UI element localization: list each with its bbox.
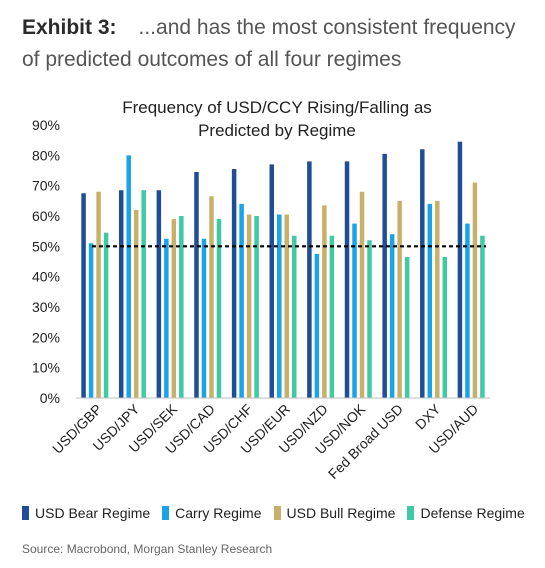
bar — [367, 240, 372, 398]
legend-swatch — [162, 506, 170, 520]
bar-chart: Frequency of USD/CCY Rising/Falling as P… — [32, 98, 490, 482]
bar — [209, 196, 214, 398]
bar — [307, 161, 312, 398]
y-tick-label: 60% — [32, 208, 60, 224]
bar — [359, 191, 365, 398]
legend-swatch — [407, 506, 415, 520]
legend-item: USD Bear Regime — [22, 505, 150, 521]
bar — [382, 153, 387, 398]
y-tick-label: 20% — [32, 329, 60, 345]
bar — [88, 243, 94, 398]
legend-label: Defense Regime — [420, 505, 525, 521]
legend-label: Carry Regime — [175, 505, 262, 521]
y-tick-label: 70% — [32, 178, 60, 194]
bar — [81, 193, 86, 398]
bar — [404, 256, 410, 398]
bar — [246, 214, 252, 398]
bar — [254, 216, 259, 398]
chart-legend: USD Bear Regime Carry Regime USD Bull Regi… — [22, 505, 537, 521]
bar — [435, 200, 440, 398]
bar — [171, 219, 177, 398]
y-tick-label: 40% — [32, 269, 60, 285]
bar — [194, 172, 199, 398]
y-tick-label: 30% — [32, 299, 60, 315]
bar — [96, 191, 101, 398]
legend-label: USD Bull Regime — [286, 505, 396, 521]
y-tick-label: 10% — [32, 360, 60, 376]
legend-item: Carry Regime — [162, 505, 262, 521]
x-tick-label: DXY — [412, 400, 444, 432]
bar — [141, 190, 146, 398]
legend-label: USD Bear Regime — [35, 505, 151, 521]
bar-groups — [81, 141, 485, 398]
bar — [472, 182, 478, 398]
bar — [344, 161, 350, 398]
y-tick-label: 0% — [40, 390, 60, 406]
legend-item: Defense Regime — [407, 505, 525, 521]
x-axis: USD/GBPUSD/JPYUSD/SEKUSD/CADUSD/CHFUSD/E… — [49, 397, 490, 482]
bar — [103, 232, 109, 398]
bar — [389, 234, 395, 398]
bar — [164, 238, 169, 398]
bar — [292, 235, 297, 398]
y-tick-label: 80% — [32, 147, 60, 163]
bar — [239, 203, 244, 398]
exhibit-header: Exhibit 3: ...and has the most consistent… — [22, 12, 537, 76]
bar — [284, 214, 289, 398]
y-axis: 0% 10% 20% 30% 40% 50% 60% 70% 80% 90% — [32, 117, 60, 406]
source-note: Source: Macrobond, Morgan Stanley Resear… — [22, 542, 273, 556]
legend-item: USD Bull Regime — [273, 505, 396, 521]
bar — [420, 149, 425, 398]
bar — [269, 164, 274, 398]
bar — [322, 205, 327, 398]
chart-title-line-1: Frequency of USD/CCY Rising/Falling as — [122, 98, 432, 117]
exhibit-label: Exhibit 3: — [22, 16, 117, 39]
bar — [329, 235, 335, 398]
y-tick-label: 90% — [32, 117, 60, 133]
y-tick-label: 50% — [32, 238, 60, 254]
legend-swatch — [22, 506, 29, 520]
bar — [427, 203, 433, 398]
bar — [457, 141, 463, 398]
bar — [126, 155, 131, 398]
chart-title-line-2: Predicted by Regime — [198, 121, 356, 140]
bar — [156, 190, 162, 398]
bar — [397, 200, 402, 398]
bar — [133, 209, 139, 398]
bar — [277, 214, 282, 398]
bar — [179, 216, 184, 398]
bar — [201, 238, 207, 398]
bar — [314, 253, 320, 398]
bar — [118, 190, 124, 398]
bar — [216, 219, 222, 398]
bar — [480, 235, 485, 398]
bar — [442, 256, 448, 398]
legend-swatch — [273, 506, 281, 520]
bar — [231, 168, 237, 398]
bar — [352, 223, 357, 398]
bar — [465, 223, 470, 398]
exhibit-title: ...and has the most consistent frequency… — [22, 16, 516, 71]
